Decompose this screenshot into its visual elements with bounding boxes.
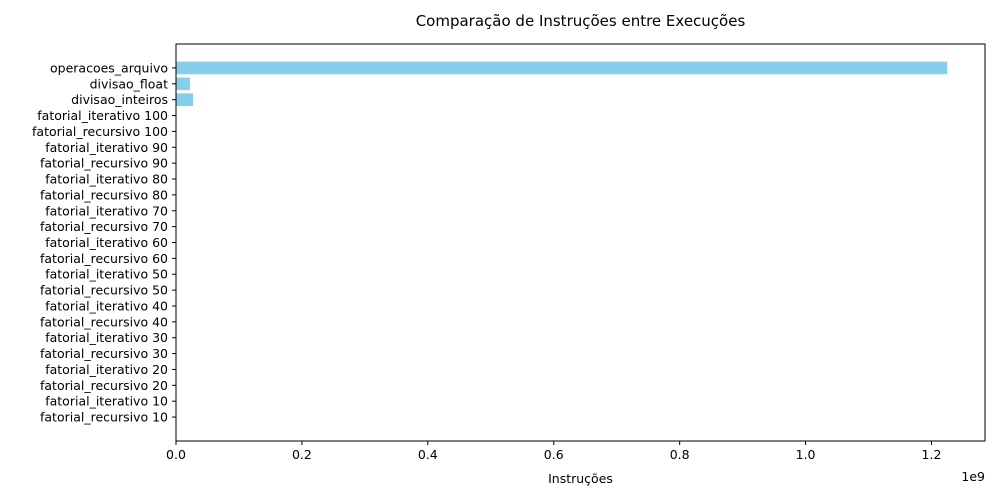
y-tick-label: fatorial_iterativo 60 [45,235,168,250]
y-tick-label: fatorial_recursivo 10 [40,410,168,425]
bars-group [176,61,948,424]
y-tick-label: fatorial_recursivo 20 [40,378,168,393]
bar [176,93,193,107]
y-tick-label: fatorial_iterativo 20 [45,362,168,377]
y-tick-label: fatorial_recursivo 60 [40,251,168,266]
x-tick-label: 0.6 [544,447,564,462]
chart-title: Comparação de Instruções entre Execuções [416,12,746,30]
y-tick-label: fatorial_iterativo 40 [45,298,168,313]
x-axis-scale-label: 1e9 [961,469,985,484]
y-tick-label: fatorial_iterativo 50 [45,267,168,282]
x-tick-label: 1.0 [796,447,816,462]
x-tick-label: 0.4 [418,447,438,462]
y-tick-label: divisao_float [90,76,169,91]
bar [176,61,948,75]
bar [176,77,190,91]
y-tick-label: fatorial_recursivo 70 [40,219,168,234]
y-tick-label: fatorial_iterativo 10 [45,394,168,409]
x-tick-label: 0.0 [166,447,186,462]
y-tick-label: fatorial_recursivo 90 [40,156,168,171]
y-tick-label: fatorial_iterativo 70 [45,203,168,218]
y-tick-label: fatorial_recursivo 40 [40,314,168,329]
x-tick-label: 0.2 [292,447,312,462]
y-tick-label: divisao_inteiros [71,92,168,107]
x-tick-label: 0.8 [670,447,690,462]
plot-frame [175,43,986,442]
y-tick-label: fatorial_iterativo 100 [37,108,168,123]
y-axis-ticks: fatorial_recursivo 10fatorial_iterativo … [32,60,176,425]
y-tick-label: fatorial_recursivo 50 [40,283,168,298]
y-tick-label: fatorial_recursivo 80 [40,187,168,202]
y-tick-label: fatorial_iterativo 80 [45,172,168,187]
x-axis-label: Instruções [548,471,613,486]
x-axis-ticks: 0.0 0.2 0.4 0.6 0.8 1.0 1.2 [166,441,941,462]
y-tick-label: fatorial_recursivo 30 [40,346,168,361]
y-tick-label: operacoes_arquivo [50,60,168,75]
x-tick-label: 1.2 [922,447,942,462]
y-tick-label: fatorial_iterativo 90 [45,140,168,155]
y-tick-label: fatorial_iterativo 30 [45,330,168,345]
y-tick-label: fatorial_recursivo 100 [32,124,168,139]
